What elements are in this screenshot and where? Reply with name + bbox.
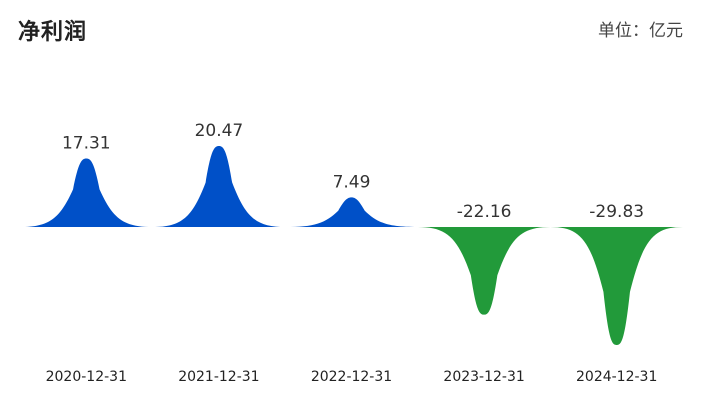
value-labels-group: 17.31 20.47 7.49 -22.16 -29.83 [62,121,644,222]
category-label: 2023-12-31 [443,369,524,385]
value-label: 17.31 [62,134,111,154]
peak-2021-12-31 [152,146,286,227]
value-label: -22.16 [457,202,512,222]
category-labels-group: 2020-12-31 2021-12-31 2022-12-31 2023-12-31… [46,369,658,385]
peak-2022-12-31 [285,197,418,227]
value-label: 7.49 [333,172,371,192]
category-label: 2021-12-31 [178,369,259,385]
peak-2020-12-31 [20,158,153,227]
category-label: 2022-12-31 [311,369,392,385]
category-label: 2020-12-31 [46,369,127,385]
value-label: -29.83 [589,202,644,222]
value-label: 20.47 [195,121,244,141]
unit-label: 单位：亿元 [598,21,683,41]
peak-2023-12-31 [417,227,551,315]
category-label: 2024-12-31 [576,369,657,385]
peaks-group [20,146,683,346]
chart-title: 净利润 [18,20,88,45]
peak-2024-12-31 [550,227,683,346]
